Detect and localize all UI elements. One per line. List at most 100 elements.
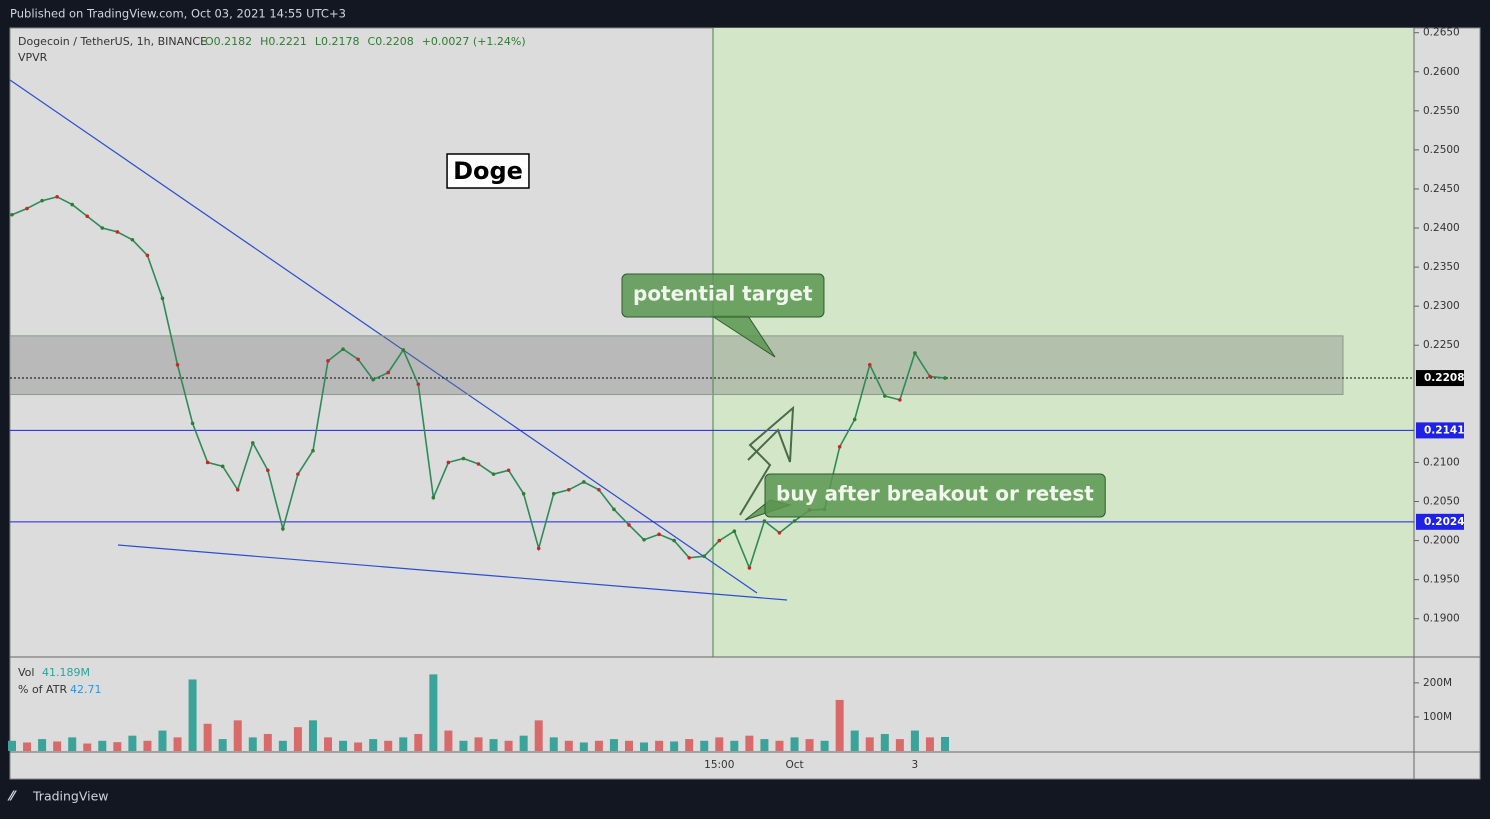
price-point [506, 468, 511, 473]
volume-bar [308, 720, 317, 751]
price-point [536, 546, 541, 551]
logo: ⁄⁄ TradingView [7, 789, 109, 805]
price-point [401, 348, 406, 352]
price-point [913, 351, 917, 355]
price-point [371, 377, 375, 382]
volume-bar [354, 742, 363, 751]
trend-line-upper [9, 79, 758, 594]
volume-bar [775, 740, 784, 751]
price-marker-label: 0.2141 [1424, 424, 1465, 436]
volume-bar [414, 733, 423, 751]
y-tick-label: 0.2650 [1423, 27, 1460, 39]
y-tick-label: 0.2500 [1423, 144, 1460, 156]
price-point [10, 212, 14, 217]
price-point [762, 519, 767, 523]
ohlc-value: H0.2221 [260, 35, 307, 48]
volume-bar [805, 739, 814, 751]
resistance-zone [9, 335, 1344, 395]
volume-bar [339, 740, 348, 751]
price-point [717, 538, 722, 543]
callout-box [764, 473, 1106, 518]
volume-bar [38, 739, 47, 751]
chart-title: Doge [453, 157, 523, 185]
price-point [777, 530, 782, 535]
atr-value: 42.71 [70, 683, 102, 696]
volume-bar [188, 679, 197, 751]
volume-bar [910, 730, 919, 751]
trend-line-lower [117, 544, 788, 601]
volume-bar [8, 740, 16, 751]
price-point [296, 472, 300, 476]
title-box [446, 153, 530, 189]
x-tick-label: Oct [785, 759, 803, 771]
volume-bar [173, 737, 182, 751]
price-point [40, 198, 44, 203]
published-line: Published on TradingView.com, Oct 03, 20… [10, 7, 346, 21]
ohlc-value: L0.2178 [315, 35, 360, 48]
price-point [521, 491, 526, 496]
price-point [356, 357, 360, 362]
y-tick-label: 0.2100 [1423, 456, 1460, 468]
volume-bar [158, 730, 167, 751]
callout-text: potential target [633, 282, 813, 306]
price-point [672, 538, 676, 543]
volume-bar [459, 740, 468, 751]
price-marker [1416, 370, 1464, 387]
volume-bar [549, 737, 558, 751]
volume-bar [489, 739, 498, 751]
price-point [687, 555, 691, 560]
future-region [713, 28, 1414, 657]
volume-bar [444, 730, 453, 751]
volume-bar [369, 739, 378, 751]
price-point [281, 527, 285, 531]
price-point [627, 523, 631, 527]
price-point [867, 362, 872, 367]
volume-bar [624, 740, 633, 751]
price-point [732, 529, 737, 533]
price-point [175, 362, 180, 367]
price-point [657, 532, 661, 537]
volume-bar [399, 737, 408, 751]
volume-bar [233, 720, 242, 751]
y-tick-label: 0.2550 [1423, 105, 1460, 117]
volume-bar [504, 740, 513, 751]
footer-brand: TradingView [32, 789, 109, 804]
price-point [702, 554, 707, 559]
price-point [883, 394, 887, 398]
volume-bar [670, 741, 679, 751]
volume-bar [384, 740, 393, 751]
price-point [461, 456, 466, 461]
price-point [582, 480, 586, 484]
volume-bar [68, 737, 77, 751]
volume-bar [263, 733, 272, 751]
price-point [446, 460, 451, 465]
volume-bar [293, 727, 302, 751]
vol-value: 41.189M [42, 666, 90, 679]
y-tick-label: 0.2250 [1423, 339, 1460, 351]
y-tick-label: 0.1950 [1423, 574, 1460, 586]
volume-bar [865, 737, 874, 751]
ohlc-value: O0.2182 [205, 35, 252, 48]
ohlc-value: C0.2208 [368, 35, 414, 48]
volume-bar [98, 740, 107, 751]
price-point [25, 206, 29, 211]
price-point [898, 398, 902, 402]
volume-bar [128, 735, 137, 751]
volume-bar [941, 736, 949, 751]
volume-bar [880, 733, 889, 751]
price-point [205, 460, 210, 465]
price-point [476, 462, 481, 466]
price-marker-label: 0.2024 [1424, 516, 1465, 528]
volume-bar [835, 699, 844, 751]
price-point [55, 194, 59, 199]
price-point [85, 214, 90, 219]
y-tick-label: 0.2400 [1423, 222, 1460, 234]
price-point [220, 464, 225, 469]
price-point [597, 487, 601, 492]
x-tick-label: 3 [912, 759, 919, 771]
volume-bar [594, 740, 603, 751]
price-point [311, 448, 315, 453]
breakout-arrow [739, 405, 795, 516]
